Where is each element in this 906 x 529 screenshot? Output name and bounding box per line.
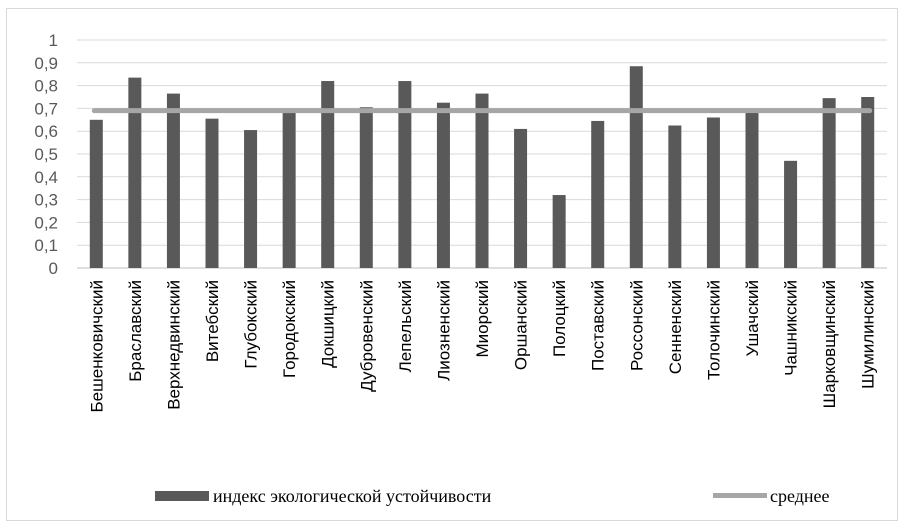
bar <box>244 130 258 268</box>
legend: индекс экологической устойчивости средне… <box>155 486 830 506</box>
bar <box>822 98 836 268</box>
x-tick-label: Глубокский <box>242 280 261 369</box>
bar <box>591 120 605 268</box>
y-axis-ticks: 0 0,1 0,2 0,3 0,4 0,5 0,6 0,7 0,8 0,9 1 <box>34 31 58 278</box>
bar <box>321 81 335 268</box>
legend-swatch-line <box>713 493 767 498</box>
y-tick-label: 1 <box>49 31 58 50</box>
legend-label-line: среднее <box>770 486 830 506</box>
x-tick-label: Верхнедвинский <box>164 280 183 410</box>
bar <box>784 160 798 268</box>
bar <box>359 107 373 268</box>
legend-swatch-bar <box>155 491 209 501</box>
x-tick-label: Чашникский <box>782 280 801 376</box>
bar <box>475 93 489 268</box>
x-tick-label: Миорский <box>473 280 492 358</box>
x-tick-label: Полоцкий <box>550 280 569 357</box>
bar <box>706 117 720 269</box>
bar <box>166 93 180 268</box>
x-tick-label: Витебский <box>203 280 222 362</box>
y-tick-label: 0,1 <box>34 236 58 255</box>
bar <box>745 112 759 269</box>
bar <box>668 125 682 268</box>
bar <box>89 119 103 268</box>
x-tick-label: Шумилинский <box>859 280 878 389</box>
y-tick-label: 0,8 <box>34 77 58 96</box>
bar <box>436 102 450 268</box>
x-tick-label: Лепельский <box>396 280 415 372</box>
legend-label-bar: индекс экологической устойчивости <box>213 486 492 506</box>
bar <box>861 97 875 268</box>
x-tick-label: Толочинский <box>704 280 723 380</box>
x-tick-label: Городокский <box>280 280 299 378</box>
x-tick-label: Россонский <box>627 280 646 371</box>
y-tick-label: 0,3 <box>34 191 58 210</box>
x-tick-label: Дубровенский <box>357 280 376 392</box>
bar <box>514 128 528 268</box>
bar <box>128 77 142 269</box>
bar <box>629 66 643 268</box>
y-tick-label: 0,6 <box>34 122 58 141</box>
x-tick-label: Оршанский <box>512 280 531 370</box>
bar <box>282 112 296 269</box>
x-axis-ticks: Бешенковичский Браславский Верхнедвинский В… <box>87 280 877 413</box>
x-tick-label: Браславский <box>126 280 145 382</box>
x-tick-label: Докшицкий <box>319 280 338 368</box>
y-tick-label: 0,4 <box>34 168 58 187</box>
x-tick-label: Шарковщинский <box>820 280 839 408</box>
bar <box>552 195 566 268</box>
y-tick-label: 0,9 <box>34 54 58 73</box>
x-tick-label: Поставский <box>589 280 608 371</box>
x-tick-label: Лиозненский <box>434 280 453 381</box>
y-tick-label: 0,7 <box>34 99 58 118</box>
y-tick-label: 0,5 <box>34 145 58 164</box>
bar <box>398 81 412 268</box>
x-tick-label: Ушачский <box>743 280 762 357</box>
y-tick-label: 0 <box>49 259 58 278</box>
x-tick-label: Сенненский <box>666 280 685 374</box>
bars <box>89 66 875 269</box>
bar <box>205 118 219 268</box>
y-tick-label: 0,2 <box>34 213 58 232</box>
x-tick-label: Бешенковичский <box>87 280 106 413</box>
